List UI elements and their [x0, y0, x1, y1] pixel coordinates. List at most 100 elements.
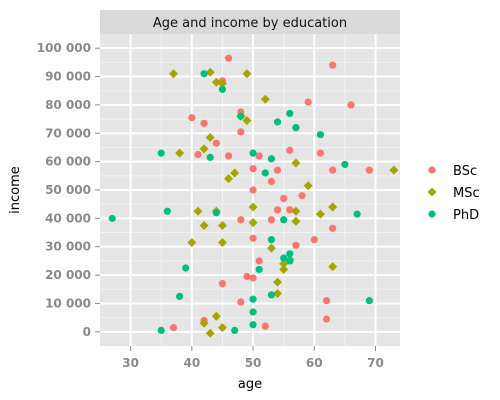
point-msc [328, 202, 338, 212]
y-tick-label: 30 000 [45, 240, 91, 254]
point-msc [224, 174, 234, 184]
y-axis-ticks: 0 10 000 20 000 30 000 40 000 50 000 60 000 70 … [37, 41, 100, 339]
point-bsc [218, 280, 227, 288]
point-bsc [249, 186, 257, 194]
point-bsc [237, 216, 245, 224]
point-bsc [249, 165, 257, 173]
x-axis-ticks: 30 40 50 60 70 [122, 346, 384, 370]
point-bsc [267, 177, 276, 186]
point-msc [199, 318, 209, 328]
legend: BSc MSc PhD [427, 164, 480, 223]
point-bsc [255, 152, 263, 160]
point-msc [248, 218, 258, 228]
point-msc [266, 243, 276, 253]
legend-label-phd: PhD [453, 208, 479, 223]
point-msc [217, 237, 227, 247]
point-bsc [280, 194, 288, 203]
legend-label-msc: MSc [453, 186, 480, 201]
point-phd [261, 169, 269, 177]
point-phd [280, 216, 288, 224]
point-msc [303, 181, 313, 191]
point-msc [273, 277, 283, 287]
point-phd [353, 210, 361, 218]
y-tick-label: 40 000 [45, 211, 91, 225]
point-bsc [316, 149, 325, 157]
point-msc [175, 148, 185, 158]
point-msc [217, 79, 227, 89]
point-bsc [310, 236, 318, 244]
y-tick-label: 50 000 [45, 183, 91, 197]
chart-title: Age and income by education [153, 16, 347, 31]
point-bsc [224, 152, 233, 160]
point-msc [205, 328, 215, 338]
y-axis-title: income [8, 166, 23, 214]
point-phd [286, 257, 294, 265]
point-phd [249, 308, 257, 316]
point-bsc [273, 206, 282, 214]
point-msc [187, 237, 197, 247]
point-phd [212, 209, 220, 217]
point-phd [231, 326, 239, 334]
point-msc [211, 311, 221, 321]
point-bsc [304, 98, 312, 106]
y-tick-label: 0 [83, 325, 91, 339]
point-msc [217, 220, 227, 230]
point-msc [230, 168, 240, 178]
point-bsc [292, 241, 300, 249]
point-msc [242, 69, 252, 79]
point-phd [292, 124, 300, 132]
point-msc [248, 202, 258, 212]
point-bsc [298, 192, 306, 200]
y-tick-label: 100 000 [37, 41, 91, 55]
point-msc [291, 158, 301, 168]
point-msc [199, 220, 209, 230]
y-tick-label: 20 000 [45, 268, 91, 282]
point-msc [242, 116, 252, 126]
point-bsc [224, 54, 233, 62]
point-phd [206, 153, 214, 161]
point-msc [168, 69, 178, 79]
point-bsc [329, 166, 337, 174]
point-phd [267, 291, 276, 299]
legend-key-phd [428, 210, 436, 218]
point-phd [286, 109, 294, 118]
point-phd [273, 118, 282, 126]
data-points [108, 54, 399, 338]
point-msc [205, 133, 215, 143]
legend-label-bsc: BSc [453, 164, 477, 179]
point-msc [273, 289, 283, 299]
point-phd [249, 149, 257, 157]
point-bsc [347, 101, 355, 109]
point-phd [200, 70, 208, 78]
point-bsc [267, 216, 276, 224]
point-phd [175, 292, 184, 300]
point-msc [199, 144, 209, 154]
point-phd [108, 214, 116, 222]
point-phd [316, 131, 325, 139]
title-strip [100, 10, 400, 34]
point-bsc [329, 224, 337, 232]
point-bsc [286, 206, 294, 214]
point-bsc [169, 323, 178, 332]
point-msc [211, 77, 221, 87]
point-bsc [249, 234, 257, 242]
x-tick-label: 70 [367, 356, 384, 370]
point-bsc [200, 119, 208, 127]
point-msc [260, 94, 270, 104]
point-msc [315, 209, 325, 219]
point-phd [249, 321, 257, 329]
point-bsc [237, 128, 245, 136]
point-bsc [212, 139, 220, 147]
legend-key-bsc [428, 166, 436, 174]
legend-key-msc [427, 187, 437, 197]
x-tick-label: 60 [306, 356, 323, 370]
point-phd [249, 295, 257, 303]
point-phd [255, 265, 263, 274]
point-phd [267, 236, 276, 244]
point-phd [280, 254, 288, 262]
point-phd [286, 250, 294, 258]
y-tick-label: 90 000 [45, 70, 91, 84]
y-tick-label: 10 000 [45, 296, 91, 310]
point-bsc [188, 114, 196, 122]
point-phd [157, 149, 165, 157]
